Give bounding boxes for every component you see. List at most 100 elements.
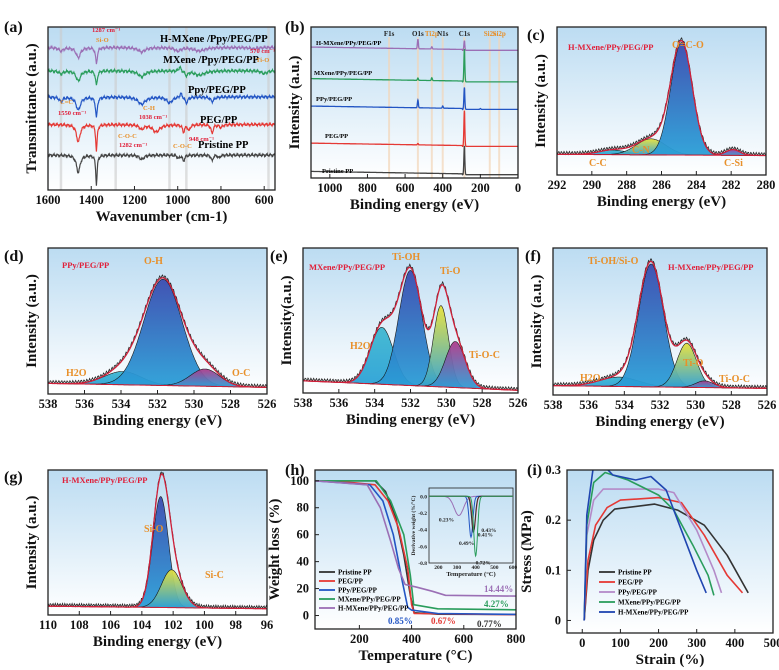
y-tick-label: 0.3	[545, 463, 561, 477]
panel-label: (e)	[270, 248, 288, 265]
y-axis-title: Intensity (a.u.)	[24, 496, 40, 590]
panel-f: (f) 538 536 534 532 530 528 526 Binding energy (…	[525, 247, 777, 430]
x-tick-label: 532	[401, 396, 420, 410]
annotation: 0.77%	[477, 619, 502, 629]
peak-label: Ti-O	[440, 266, 461, 277]
x-tick-label: 1400	[79, 193, 104, 207]
x-tick-label: 526	[758, 398, 777, 412]
x-tick-label: 200	[350, 632, 369, 646]
panel-label: (g)	[4, 469, 23, 486]
series-line	[583, 503, 749, 621]
peak-label: Ti-O-C	[469, 350, 500, 361]
inset-y-tick-label: -0.6	[418, 544, 427, 550]
annotation: 1287 cm⁻¹	[92, 27, 120, 34]
y-tick-label: 80	[297, 501, 310, 515]
peak-label: O=C-O	[672, 40, 704, 51]
series-line	[315, 480, 516, 611]
plot-frame	[47, 247, 268, 395]
x-tick-label: 106	[101, 618, 120, 632]
x-tick-label: 800	[507, 632, 526, 646]
x-tick-label: 528	[221, 397, 240, 411]
panel-i: (i) 0 100 200 300 400 500 0 0.1 0.2 0.3 Strain (%) S…	[519, 462, 779, 668]
peak-label: O-H	[144, 256, 163, 267]
x-axis-title: Binding energy (eV)	[597, 194, 726, 210]
series-label: Ppy/PEG/PP	[188, 85, 246, 96]
legend-label: Pristine PP	[338, 569, 372, 577]
panel-label: (a)	[4, 19, 23, 36]
annotation: C-H	[143, 105, 155, 112]
inset-x-title: Temperature (°C)	[446, 571, 495, 578]
sample-label: H-MXene/PPy/PEG/PP	[568, 42, 653, 52]
x-tick-label: 200	[649, 636, 668, 650]
annotation: 14.44%	[484, 584, 513, 594]
plot-area	[48, 27, 275, 190]
x-axis-title: Binding energy (eV)	[350, 197, 479, 213]
peak-label: F1s	[384, 30, 395, 38]
x-tick-label: 800	[358, 181, 377, 195]
annotation: 4.27%	[484, 599, 509, 609]
peak-label: Si2p	[493, 30, 506, 38]
legend-label: MXene/PPy/PEG/PP	[338, 596, 401, 604]
series-line	[315, 480, 516, 616]
series-line	[583, 496, 744, 621]
plot-frame	[552, 247, 768, 396]
y-tick-label: 60	[297, 528, 310, 542]
background-line	[48, 605, 267, 610]
x-axis-title: Wavenumber (cm-1)	[96, 209, 228, 225]
peak-label: Si-O	[144, 524, 164, 535]
x-tick-label: 100	[195, 618, 214, 632]
sample-label: PPy/PEG/PP	[62, 260, 109, 270]
x-tick-label: 290	[582, 178, 601, 192]
panel-c: (c) 292 290 288 286 284 282 280 Binding energy (…	[527, 26, 775, 210]
panel-label: (h)	[285, 462, 305, 479]
peak-label: H2O	[580, 373, 601, 384]
inset-y-tick-label: -0.4	[418, 528, 427, 534]
annotation: 0.85%	[388, 616, 413, 626]
x-tick-label: 1000	[317, 181, 342, 195]
inset-y-title: Derivative weight (%/°C)	[410, 496, 417, 556]
plot-content	[48, 27, 275, 190]
x-tick-label: 530	[437, 396, 456, 410]
plot-frame	[566, 469, 774, 634]
panel-label: (f)	[525, 248, 541, 265]
y-tick-label: 0	[303, 609, 309, 623]
x-tick-label: 526	[258, 397, 277, 411]
x-tick-label: 532	[148, 397, 167, 411]
peak-label: Ti-O-C	[719, 374, 750, 385]
panel-a: (a) 1600 1400 1200 1000 800 600 Wavenumber (cm-…	[4, 19, 276, 225]
inset-frame	[428, 487, 514, 564]
annotation: C-O-C	[173, 143, 192, 150]
panel-label: (d)	[4, 248, 24, 265]
y-axis-title: Weight loss (%)	[267, 499, 283, 601]
annotation: C-O-C	[118, 133, 137, 140]
plot-content	[311, 37, 518, 178]
series-line	[583, 488, 723, 621]
x-tick-label: 800	[212, 193, 231, 207]
x-tick-label: 1000	[165, 193, 190, 207]
series-line	[311, 48, 518, 83]
x-tick-label: 536	[75, 397, 94, 411]
inset-series-line	[429, 495, 513, 558]
x-tick-label: 1600	[36, 193, 61, 207]
series-label: H-MXene /Ppy/PEG/PP	[160, 34, 268, 45]
plot-content	[315, 480, 516, 616]
peak-label: Si2s	[484, 30, 496, 38]
plot-content	[303, 263, 518, 391]
plot-frame	[47, 469, 268, 616]
series-line	[311, 110, 518, 148]
x-tick-label: 534	[112, 397, 132, 411]
x-axis-title: Binding energy (eV)	[346, 412, 475, 428]
y-tick-label: 100	[290, 474, 309, 488]
x-tick-label: 200	[471, 181, 490, 195]
plot-frame	[302, 247, 519, 394]
legend-label: PEG/PP	[338, 578, 364, 586]
x-tick-label: 538	[294, 396, 313, 410]
inset-x-tick-label: 500	[490, 565, 499, 571]
background-line	[557, 153, 766, 156]
y-tick-label: 40	[297, 555, 310, 569]
peak-label: N1s	[437, 30, 449, 38]
sample-label: H-MXene/PPy/PEG/PP	[62, 475, 147, 485]
x-tick-label: 500	[764, 636, 779, 650]
series-line	[311, 145, 518, 176]
x-tick-label: 600	[396, 181, 415, 195]
